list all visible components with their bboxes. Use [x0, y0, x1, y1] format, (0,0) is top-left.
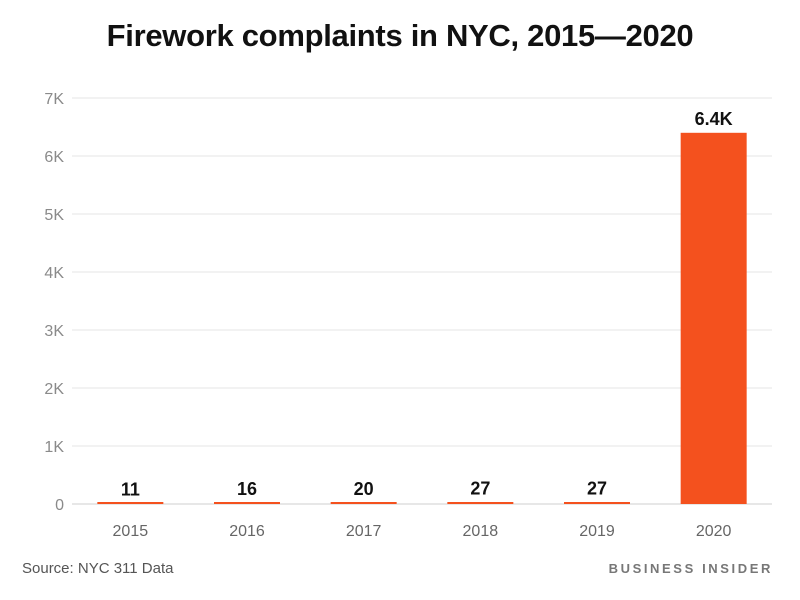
- y-tick-label: 4K: [44, 265, 64, 282]
- bar-2017: [330, 502, 397, 504]
- x-tick-label-2019: 2019: [579, 523, 615, 540]
- y-tick-label: 5K: [44, 207, 64, 224]
- y-tick-label: 6K: [44, 149, 64, 166]
- x-tick-label-2015: 2015: [113, 523, 149, 540]
- source-text: NYC 311 Data: [77, 560, 174, 577]
- brand-logo: BUSINESS INSIDER: [608, 561, 773, 576]
- chart-title: Firework complaints in NYC, 2015—2020: [106, 18, 694, 53]
- y-tick-label: 1K: [44, 439, 64, 456]
- y-tick-label: 0: [55, 497, 64, 514]
- x-axis-tick-labels: 2015 2016 2017 2018 2019 2020: [113, 523, 732, 540]
- data-label-2019: 27: [587, 478, 607, 498]
- bar-2019: [564, 502, 630, 504]
- source-label: Source:: [22, 560, 74, 577]
- source-note: Source: NYC 311 Data: [22, 560, 173, 577]
- bars: [97, 132, 747, 505]
- x-tick-label-2016: 2016: [229, 523, 265, 540]
- bar-2020: [680, 132, 747, 505]
- bar-2018: [447, 502, 514, 504]
- x-tick-label-2017: 2017: [346, 523, 382, 540]
- data-label-2020: 6.4K: [695, 109, 733, 129]
- y-tick-label: 7K: [44, 91, 64, 108]
- y-axis-tick-labels: 0 1K 2K 3K 4K 5K 6K 7K: [44, 91, 64, 514]
- x-tick-label-2018: 2018: [463, 523, 499, 540]
- gridlines: [72, 97, 772, 505]
- data-label-2016: 16: [237, 479, 257, 499]
- data-label-2018: 27: [470, 478, 490, 498]
- x-tick-label-2020: 2020: [696, 523, 732, 540]
- y-tick-label: 3K: [44, 323, 64, 340]
- bar-2016: [214, 502, 280, 504]
- data-label-2017: 20: [354, 479, 374, 499]
- data-labels: 11 16 20 27 27 6.4K: [121, 109, 733, 500]
- bar-2015: [97, 502, 164, 504]
- y-tick-label: 2K: [44, 381, 64, 398]
- data-label-2015: 11: [121, 479, 140, 499]
